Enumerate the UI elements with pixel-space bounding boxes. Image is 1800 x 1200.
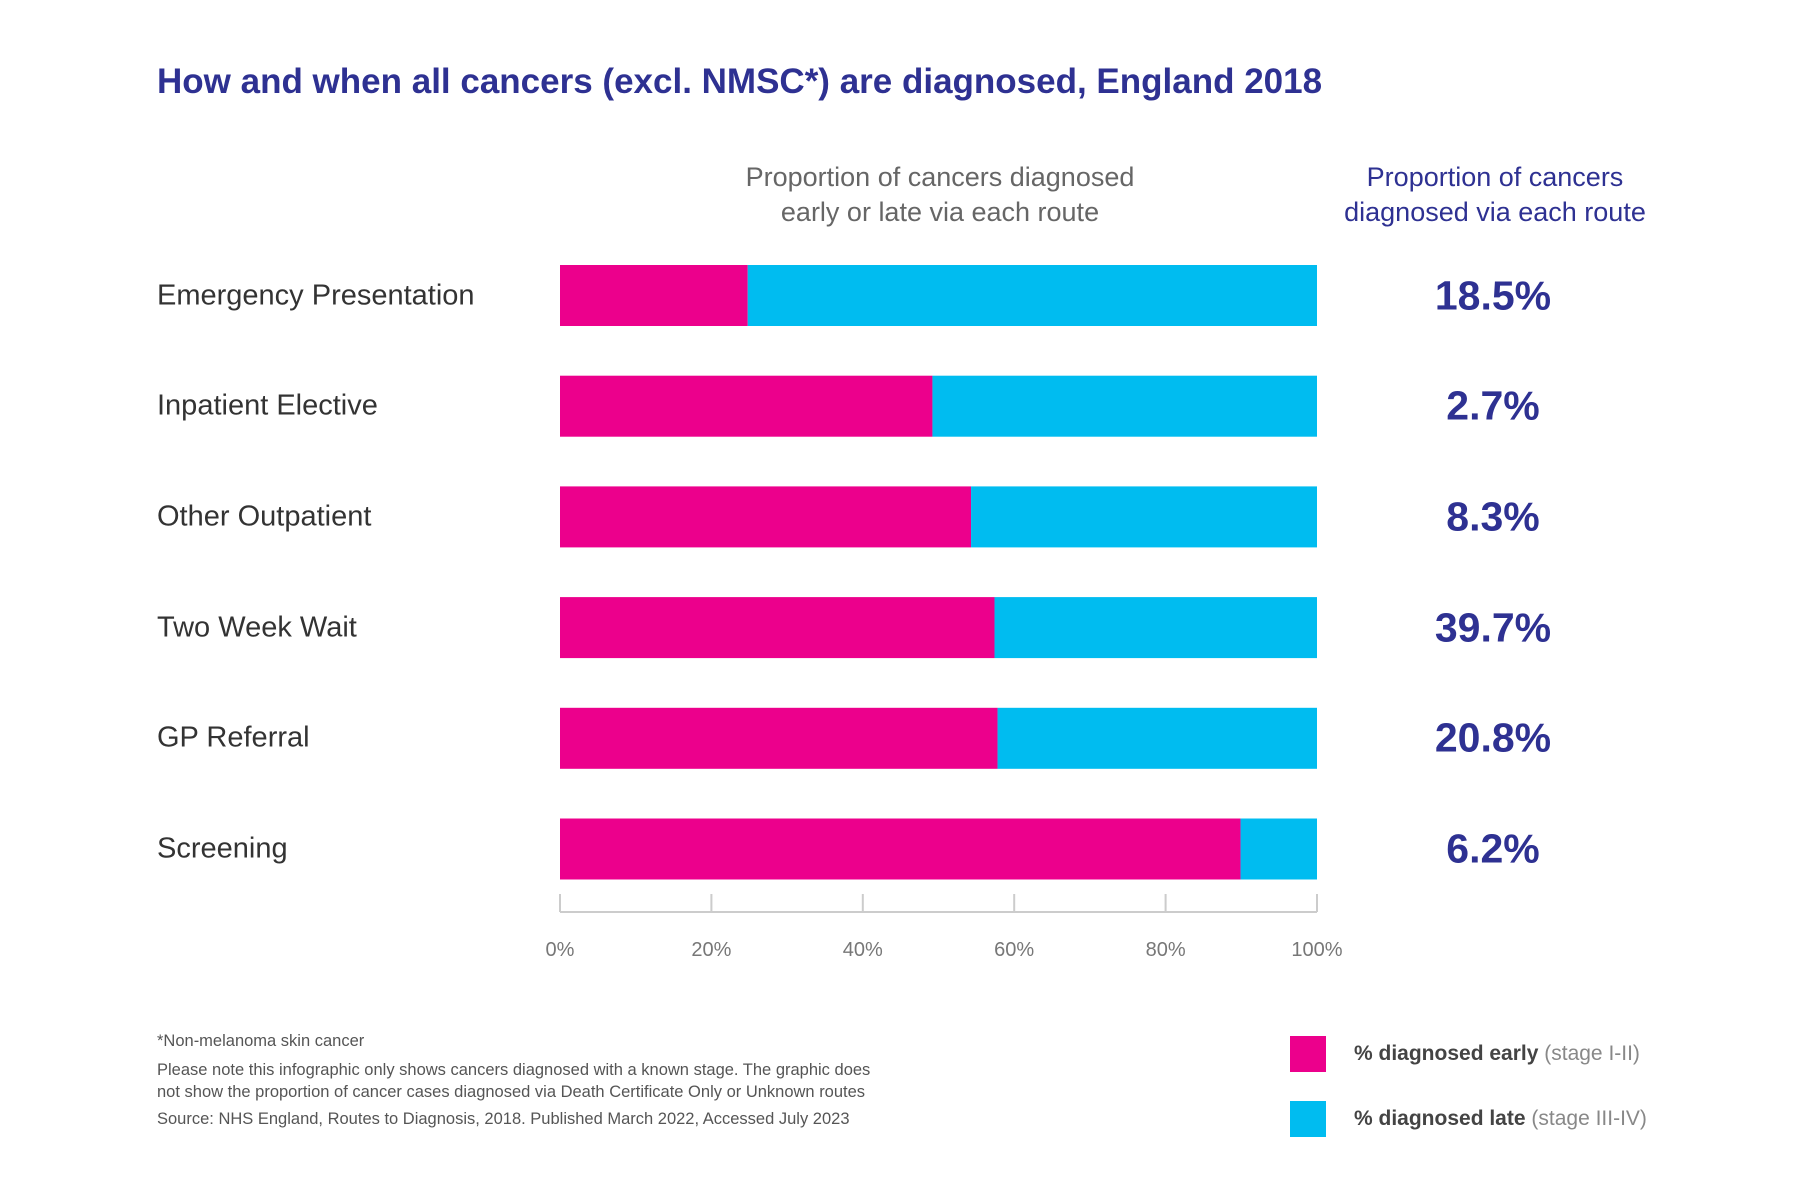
bar-late	[932, 375, 1317, 437]
route-share-value: 6.2%	[1446, 825, 1540, 872]
bar-early	[560, 707, 998, 769]
route-share-value: 8.3%	[1446, 493, 1540, 540]
x-tick-label: 20%	[691, 939, 731, 961]
route-share-value: 39.7%	[1434, 604, 1552, 651]
x-tick-label: 80%	[1146, 939, 1186, 961]
bar-late	[971, 486, 1317, 548]
legend-early: % diagnosed early (stage I-II)	[1290, 1036, 1640, 1072]
bar-late	[1240, 818, 1317, 880]
footnote-caveat-1: Please note this infographic only shows …	[157, 1061, 871, 1079]
footnote-source: Source: NHS England, Routes to Diagnosis…	[157, 1110, 850, 1128]
route-share-value: 20.8%	[1434, 714, 1552, 761]
bar-header-line: Proportion of cancers diagnosed	[745, 162, 1135, 192]
bar-early	[560, 818, 1241, 880]
bar-early	[560, 265, 748, 326]
legend-swatch-early	[1290, 1036, 1326, 1072]
category-label: Two Week Wait	[157, 611, 357, 644]
share-header: Proportion of cancers diagnosed via each…	[1310, 160, 1680, 230]
bar-header-line: early or late via each route	[780, 197, 1100, 227]
x-tick-label: 60%	[994, 939, 1034, 961]
bar-late	[747, 265, 1317, 326]
bar-header: Proportion of cancers diagnosed early or…	[680, 160, 1200, 230]
legend-label-late: % diagnosed late (stage III-IV)	[1354, 1107, 1647, 1130]
share-header-line: diagnosed via each route	[1344, 197, 1646, 227]
bar-late	[994, 597, 1317, 659]
chart-title: How and when all cancers (excl. NMSC*) a…	[157, 62, 1323, 101]
legend-label-early: % diagnosed early (stage I-II)	[1354, 1042, 1640, 1065]
category-label: Screening	[157, 832, 288, 865]
x-tick-label: 0%	[546, 939, 575, 961]
bar-early	[560, 486, 972, 548]
legend-late: % diagnosed late (stage III-IV)	[1290, 1101, 1647, 1137]
footnote-nmsc: *Non-melanoma skin cancer	[157, 1032, 365, 1050]
route-share-value: 18.5%	[1434, 272, 1552, 318]
category-label: Emergency Presentation	[157, 279, 475, 311]
category-label: Other Outpatient	[157, 500, 372, 533]
bar-early	[560, 375, 933, 437]
legend-swatch-late	[1290, 1101, 1326, 1137]
footnote-caveat-2: not show the proportion of cancer cases …	[157, 1083, 866, 1101]
x-tick-label: 40%	[843, 939, 883, 961]
bar-early	[560, 597, 995, 659]
bar-late	[997, 707, 1317, 769]
route-share-value: 2.7%	[1446, 382, 1540, 429]
category-label: GP Referral	[157, 721, 310, 754]
share-header-line: Proportion of cancers	[1366, 162, 1624, 192]
category-label: Inpatient Elective	[157, 389, 378, 422]
x-tick-label: 100%	[1291, 939, 1342, 961]
